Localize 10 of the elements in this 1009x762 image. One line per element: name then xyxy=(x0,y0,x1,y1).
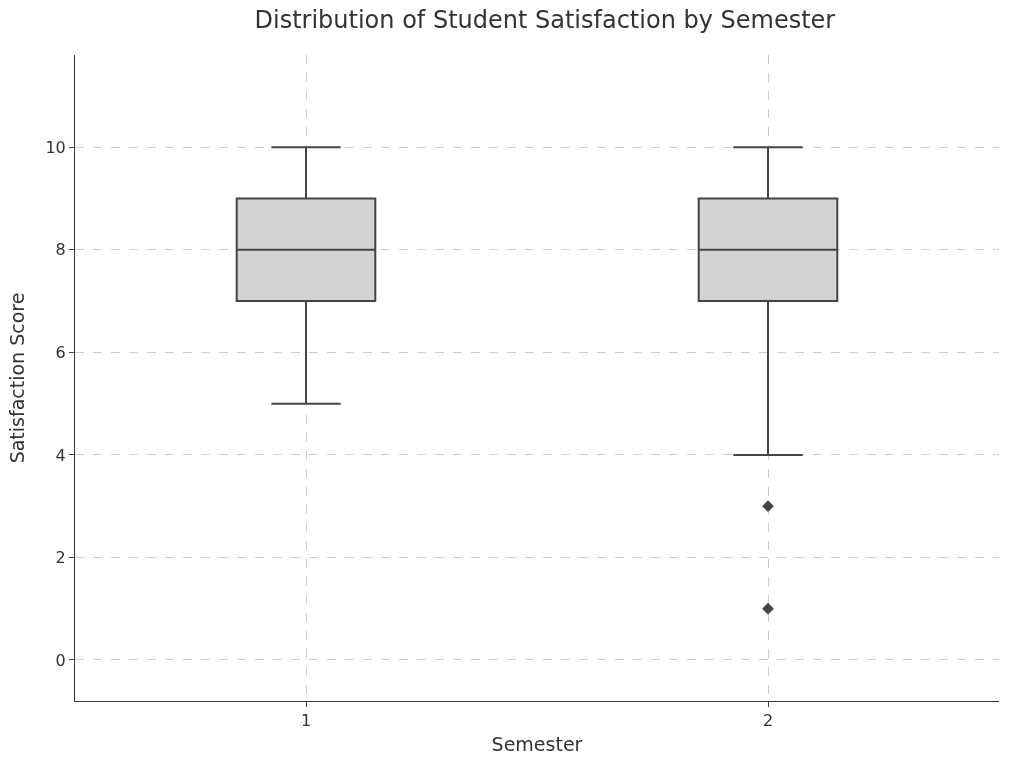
y-tick-label: 10 xyxy=(45,137,66,157)
y-tick-label: 6 xyxy=(55,342,66,362)
x-axis-title: Semester xyxy=(491,733,583,755)
y-tick-label: 0 xyxy=(55,650,66,670)
y-tick-label: 2 xyxy=(55,548,66,568)
y-axis-title: Satisfaction Score xyxy=(6,292,29,464)
x-tick-label: 1 xyxy=(300,711,312,731)
y-tick-label: 8 xyxy=(55,240,66,260)
chart-title: Distribution of Student Satisfaction by Semester xyxy=(254,6,836,35)
y-tick-label: 4 xyxy=(55,445,66,465)
